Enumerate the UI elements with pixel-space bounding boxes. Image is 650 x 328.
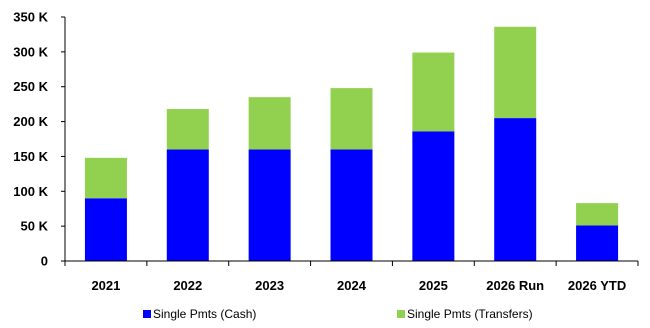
x-tick-label: 2021 (91, 278, 120, 293)
bar-cash-2021 (84, 198, 127, 261)
bar-cash-2026-run (494, 118, 537, 261)
y-tick-label: 100 K (13, 184, 48, 199)
x-tick-label: 2023 (255, 278, 284, 293)
x-tick-label: 2025 (419, 278, 448, 293)
y-tick-label: 200 K (13, 114, 48, 129)
y-tick-label: 50 K (21, 219, 49, 234)
bar-transfers-2025 (412, 52, 455, 132)
bar-cash-2022 (166, 149, 209, 261)
bar-transfers-2022 (166, 109, 209, 150)
y-tick-label: 150 K (13, 149, 48, 164)
bar-transfers-2023 (248, 97, 291, 150)
y-tick-label: 300 K (13, 44, 48, 59)
bar-transfers-2024 (330, 88, 373, 150)
x-tick-label: 2026 YTD (568, 278, 626, 293)
bars (84, 26, 619, 261)
legend-label-transfers: Single Pmts (Transfers) (407, 307, 533, 321)
legend: Single Pmts (Cash) Single Pmts (Transfers… (143, 307, 533, 321)
legend-label-cash: Single Pmts (Cash) (153, 307, 256, 321)
x-tick-label: 2024 (337, 278, 367, 293)
bar-cash-2026-ytd (576, 225, 619, 261)
bar-cash-2025 (412, 131, 455, 261)
bar-transfers-2026-ytd (576, 203, 619, 226)
legend-swatch-cash (143, 310, 151, 318)
legend-swatch-transfers (397, 310, 405, 318)
x-axis: 2021 2022 2023 2024 2025 2026 Run 2026 YTD (64, 260, 639, 293)
x-tick-label: 2026 Run (486, 278, 544, 293)
y-tick-label: 350 K (13, 10, 48, 25)
y-axis: 0 50 K 100 K 150 K 200 K 250 K 300 K 350 K (13, 10, 66, 269)
x-tick-label: 2022 (173, 278, 202, 293)
bar-transfers-2026-run (494, 26, 537, 119)
y-tick-label: 250 K (13, 79, 48, 94)
y-tick-label: 0 (41, 254, 48, 269)
bar-cash-2024 (330, 149, 373, 261)
bar-transfers-2021 (84, 157, 127, 199)
bar-cash-2023 (248, 149, 291, 261)
